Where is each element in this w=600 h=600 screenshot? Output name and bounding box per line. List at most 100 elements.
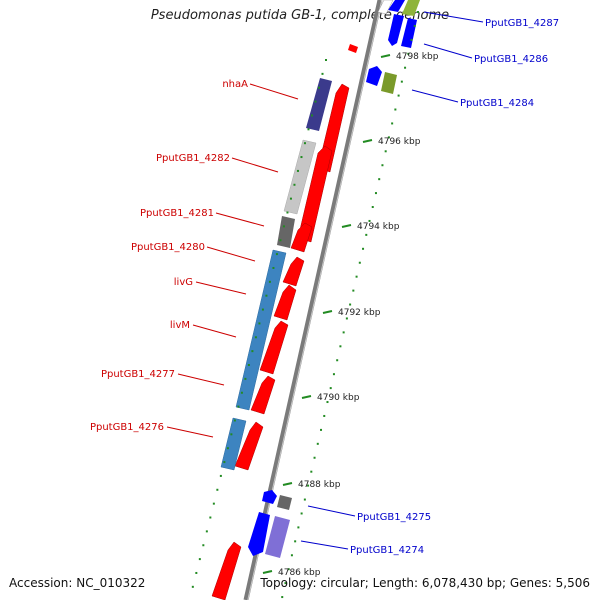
ruler-dot — [296, 169, 299, 172]
ruler-dot — [321, 72, 324, 75]
ruler-dot — [345, 317, 348, 320]
ruler-dot — [251, 350, 254, 353]
gene-label-left[interactable]: PputGB1_4277 — [101, 369, 175, 380]
ruler-dot — [216, 488, 219, 491]
kbp-tick-mark — [301, 395, 312, 399]
gene-label-left[interactable]: nhaA — [222, 79, 248, 90]
ruler-dot — [323, 414, 326, 417]
ruler-dot — [303, 498, 306, 501]
ruler-dot — [391, 122, 394, 125]
ruler-dot — [300, 156, 303, 159]
ruler-dot — [247, 364, 250, 367]
feature-forward[interactable] — [282, 256, 305, 287]
feature-reverse[interactable] — [277, 495, 292, 510]
gene-label-right[interactable]: PputGB1_4284 — [460, 98, 534, 109]
ruler-dot — [268, 280, 271, 283]
gene-label-right[interactable]: PputGB1_4287 — [485, 18, 559, 29]
kbp-tick-mark — [380, 54, 391, 58]
gene-label-left[interactable]: livM — [170, 320, 190, 331]
ruler-dot — [342, 331, 345, 334]
ruler-dot — [394, 108, 397, 111]
ruler-dot — [212, 502, 215, 505]
feature-reverse[interactable] — [377, 0, 394, 15]
ruler-dot — [281, 596, 284, 599]
feature-forward[interactable] — [297, 145, 333, 243]
reverse-features-right — [248, 0, 420, 558]
leader-line — [166, 426, 214, 438]
feature-pputgb1-4281[interactable] — [277, 216, 295, 248]
ruler-dot — [320, 428, 323, 431]
ruler-dot — [258, 322, 261, 325]
ruler-dot — [195, 571, 198, 574]
ruler-dot — [329, 387, 332, 390]
gene-label-right[interactable]: PputGB1_4275 — [357, 512, 431, 523]
gene-label-left[interactable]: PputGB1_4281 — [140, 208, 214, 219]
ruler-dot — [384, 150, 387, 153]
ruler-dot — [374, 192, 377, 195]
feature-reverse[interactable] — [265, 516, 290, 558]
kbp-tick-mark — [262, 570, 273, 574]
gene-label-left[interactable]: PputGB1_4280 — [131, 242, 205, 253]
feature-nhaA[interactable] — [306, 78, 332, 131]
kbp-tick-mark — [362, 139, 373, 143]
ruler-dot — [332, 373, 335, 376]
ruler-dot — [293, 183, 296, 186]
feature-reverse[interactable] — [366, 66, 382, 86]
leader-line — [231, 157, 279, 173]
ruler-dot — [314, 100, 317, 103]
feature-reverse[interactable] — [402, 0, 420, 16]
feature-pputgb1-4276[interactable] — [220, 417, 247, 471]
leader-line — [411, 89, 459, 103]
ruler-dot — [326, 401, 329, 404]
feature-forward[interactable] — [211, 541, 242, 600]
ruler-dot — [368, 219, 371, 222]
feature-forward[interactable] — [234, 421, 264, 471]
gene-label-left[interactable]: livG — [174, 277, 193, 288]
ruler-dot — [400, 80, 403, 83]
kbp-tick-label: 4794 kbp — [357, 222, 400, 232]
gene-label-left[interactable]: PputGB1_4276 — [90, 422, 164, 433]
ruler-dot — [294, 540, 297, 543]
kbp-tick-label: 4792 kbp — [338, 308, 381, 318]
ruler-dot — [300, 512, 303, 515]
feature-reverse[interactable] — [388, 14, 404, 46]
ruler-dot — [355, 275, 358, 278]
feature-forward[interactable] — [273, 284, 297, 321]
ruler-dot — [205, 530, 208, 533]
leader-line — [423, 43, 473, 59]
ruler-dot — [413, 24, 416, 27]
ruler-dot — [209, 516, 212, 519]
kbp-tick-label: 4798 kbp — [396, 52, 439, 62]
feature-reverse[interactable] — [248, 512, 270, 556]
feature-forward[interactable] — [290, 222, 313, 253]
feature-reverse[interactable] — [262, 490, 277, 504]
ruler-dot — [387, 136, 390, 139]
ruler-dot — [240, 391, 243, 394]
ruler-dot — [417, 11, 419, 13]
ruler-dot — [230, 433, 233, 436]
leader-line — [249, 83, 299, 100]
ruler-dot — [237, 405, 240, 408]
feature-forward[interactable] — [259, 320, 289, 375]
feature-reverse[interactable] — [381, 72, 397, 94]
ruler-dot — [310, 114, 313, 117]
feature-abc-transporter[interactable] — [235, 249, 287, 411]
feature-reverse[interactable] — [388, 0, 405, 12]
leader-line — [307, 505, 356, 517]
feature-forward[interactable] — [250, 375, 276, 415]
ruler-dot — [279, 239, 282, 242]
gene-label-right[interactable]: PputGB1_4286 — [474, 54, 548, 65]
feature-reverse[interactable] — [401, 18, 417, 48]
gene-label-right[interactable]: PputGB1_4274 — [350, 545, 424, 556]
ruler-dot — [378, 178, 381, 181]
ruler-dot — [325, 59, 327, 61]
feature-forward[interactable] — [348, 44, 358, 53]
kbp-tick-mark — [322, 310, 333, 314]
kbp-tick-label: 4790 kbp — [317, 393, 360, 403]
gene-label-left[interactable]: PputGB1_4282 — [156, 153, 230, 164]
ruler-dot — [317, 86, 320, 89]
feature-pputgb1-4282[interactable] — [283, 139, 317, 215]
ruler-dot — [303, 142, 306, 145]
ruler-dot — [198, 558, 201, 561]
